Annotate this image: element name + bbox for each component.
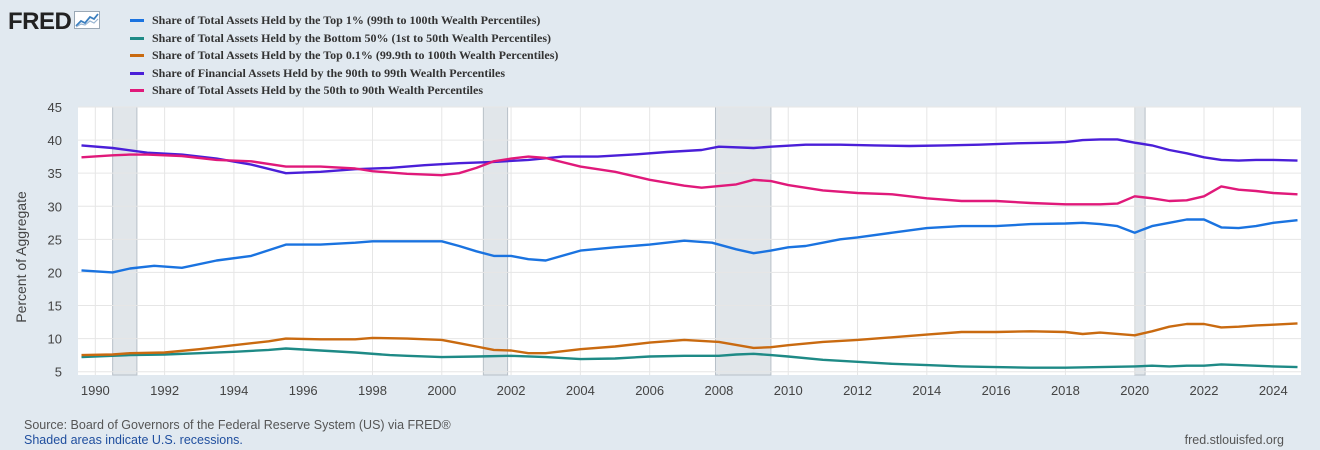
x-tick-label: 2024 xyxy=(1259,383,1288,398)
x-tick-label: 2004 xyxy=(566,383,595,398)
x-tick-label: 2014 xyxy=(912,383,941,398)
x-tick-label: 2006 xyxy=(635,383,664,398)
y-tick-label: 5 xyxy=(55,365,62,380)
y-tick-label: 20 xyxy=(48,265,62,280)
x-tick-label: 2012 xyxy=(843,383,872,398)
y-tick-label: 10 xyxy=(48,332,62,347)
line-chart-icon xyxy=(74,8,101,36)
fred-logo[interactable]: FRED xyxy=(8,8,101,36)
legend-swatch xyxy=(130,71,144,75)
legend-swatch xyxy=(130,54,144,58)
y-tick-label: 25 xyxy=(48,232,62,247)
legend-item-2[interactable]: Share of Total Assets Held by the Top 0.… xyxy=(130,47,558,65)
x-tick-label: 1994 xyxy=(219,383,248,398)
footer: Source: Board of Governors of the Federa… xyxy=(24,418,451,448)
x-tick-label: 2016 xyxy=(982,383,1011,398)
x-tick-label: 1998 xyxy=(358,383,387,398)
chart: 5 10 15 20 25 30 35 40 45 1990 1992 1994 1996 1998 20… xyxy=(13,100,1301,398)
grid-lines xyxy=(78,106,1301,375)
legend-swatch xyxy=(130,19,144,23)
y-axis-ticks: 5 10 15 20 25 30 35 40 45 xyxy=(48,100,62,380)
series-line-0[interactable] xyxy=(81,218,1298,274)
y-tick-label: 15 xyxy=(48,299,62,314)
legend-item-4[interactable]: Share of Total Assets Held by the 50th t… xyxy=(130,82,558,100)
recession-band-1 xyxy=(482,106,509,376)
x-tick-label: 2002 xyxy=(497,383,526,398)
x-tick-label: 1992 xyxy=(150,383,179,398)
chart-legend: Share of Total Assets Held by the Top 1%… xyxy=(130,12,558,100)
x-tick-label: 2020 xyxy=(1120,383,1149,398)
legend-swatch xyxy=(130,36,144,40)
x-tick-label: 2010 xyxy=(774,383,803,398)
x-axis-ticks: 1990 1992 1994 1996 1998 2000 2002 2004 2006 2008… xyxy=(81,383,1288,398)
legend-item-3[interactable]: Share of Financial Assets Held by the 90… xyxy=(130,65,558,83)
y-tick-label: 40 xyxy=(48,133,62,148)
recession-note-link[interactable]: Shaded areas indicate U.S. recessions. xyxy=(24,433,243,447)
series-line-1[interactable] xyxy=(81,347,1298,369)
y-tick-label: 30 xyxy=(48,199,62,214)
series-lines xyxy=(81,138,1298,369)
fred-logo-text: FRED xyxy=(8,8,72,35)
legend-swatch xyxy=(130,89,144,93)
legend-label: Share of Financial Assets Held by the 90… xyxy=(152,65,505,80)
legend-label: Share of Total Assets Held by the Top 0.… xyxy=(152,48,559,63)
x-tick-label: 2000 xyxy=(427,383,456,398)
legend-item-0[interactable]: Share of Total Assets Held by the Top 1%… xyxy=(130,12,558,30)
y-tick-label: 35 xyxy=(48,166,62,181)
legend-label: Share of Total Assets Held by the Bottom… xyxy=(152,30,551,45)
series-line-2[interactable] xyxy=(81,322,1298,357)
y-tick-label: 45 xyxy=(48,100,62,115)
x-tick-label: 2008 xyxy=(704,383,733,398)
recession-band-0 xyxy=(112,106,138,376)
x-tick-label: 1996 xyxy=(289,383,318,398)
source-note: Source: Board of Governors of the Federa… xyxy=(24,418,451,432)
legend-label: Share of Total Assets Held by the Top 1%… xyxy=(152,13,541,28)
series-line-3[interactable] xyxy=(81,138,1298,175)
x-tick-label: 1990 xyxy=(81,383,110,398)
y-axis-label: Percent of Aggregate xyxy=(13,191,29,323)
series-line-4[interactable] xyxy=(81,153,1298,206)
x-tick-label: 2022 xyxy=(1190,383,1219,398)
x-tick-label: 2018 xyxy=(1051,383,1080,398)
legend-label: Share of Total Assets Held by the 50th t… xyxy=(152,83,484,98)
site-link[interactable]: fred.stlouisfed.org xyxy=(1184,433,1284,447)
legend-item-1[interactable]: Share of Total Assets Held by the Bottom… xyxy=(130,30,558,48)
